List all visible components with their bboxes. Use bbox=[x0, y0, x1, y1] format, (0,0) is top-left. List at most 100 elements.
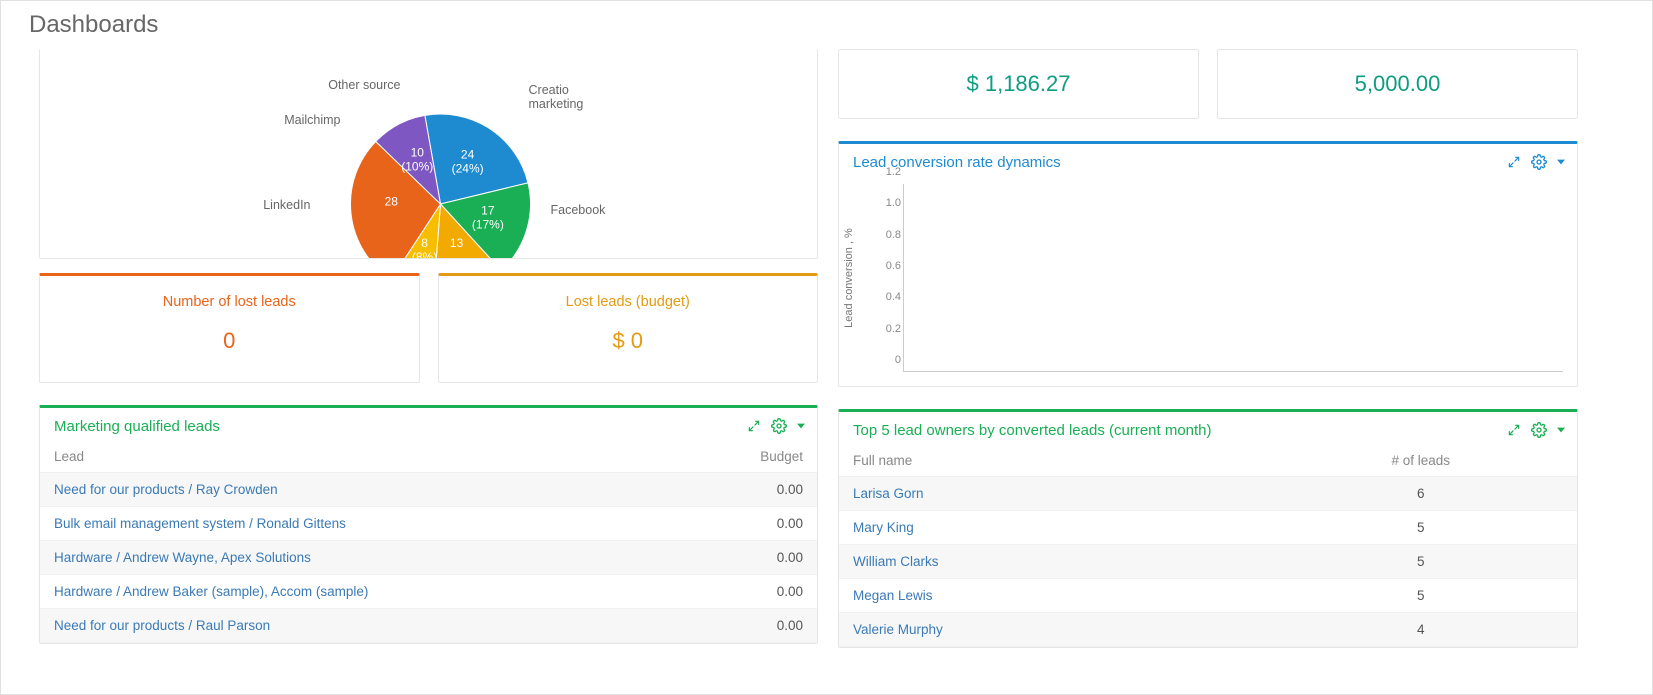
caret-down-icon[interactable] bbox=[797, 422, 805, 430]
dashboard-grid: 24(24%) Creatiomarketing 17(17%) Facebook 13… bbox=[1, 49, 1652, 648]
table-row: Need for our products / Ray Crowden0.00 bbox=[40, 473, 817, 507]
owner-link[interactable]: Valerie Murphy bbox=[839, 613, 1264, 647]
table-row: Bulk email management system / Ronald Gi… bbox=[40, 507, 817, 541]
budget-value: 0.00 bbox=[684, 473, 817, 507]
mql-table: Lead Budget Need for our products / Ray … bbox=[40, 441, 817, 643]
pie-slice-pct: (10%) bbox=[401, 159, 433, 173]
metric-left: $ 1,186.27 bbox=[838, 49, 1199, 119]
card-tools bbox=[1507, 154, 1565, 170]
table-row: Need for our products / Raul Parson0.00 bbox=[40, 609, 817, 643]
owner-link[interactable]: William Clarks bbox=[839, 545, 1264, 579]
budget-value: 0.00 bbox=[684, 575, 817, 609]
chart-area: Lead conversion , % 00.20.40.60.81.01.2 bbox=[853, 184, 1563, 372]
metric-value: $ 1,186.27 bbox=[967, 71, 1071, 97]
pie-label: LinkedIn bbox=[263, 198, 310, 212]
conversion-chart-card: Lead conversion rate dynamics Lead conve… bbox=[838, 141, 1578, 387]
y-tick: 0.6 bbox=[886, 260, 901, 272]
y-tick: 0.2 bbox=[886, 323, 901, 335]
y-tick: 1.2 bbox=[886, 166, 901, 178]
kpi-title: Lost leads (budget) bbox=[439, 294, 818, 310]
pie-slice-value: 8 bbox=[421, 236, 428, 250]
pie-label: Facebook bbox=[550, 203, 606, 217]
pie-label: Creatio bbox=[528, 83, 568, 97]
y-tick: 1.0 bbox=[886, 197, 901, 209]
budget-value: 0.00 bbox=[684, 541, 817, 575]
table-row: Larisa Gorn6 bbox=[839, 477, 1577, 511]
col-count[interactable]: # of leads bbox=[1264, 445, 1577, 477]
col-budget[interactable]: Budget bbox=[684, 441, 817, 473]
table-row: William Clarks5 bbox=[839, 545, 1577, 579]
kpi-lost-leads: Number of lost leads 0 bbox=[39, 273, 420, 383]
expand-icon[interactable] bbox=[747, 419, 761, 433]
card-tools bbox=[1507, 422, 1565, 438]
metric-value: 5,000.00 bbox=[1355, 71, 1441, 97]
lead-link[interactable]: Need for our products / Raul Parson bbox=[40, 609, 684, 643]
lead-source-pie-card: 24(24%) Creatiomarketing 17(17%) Facebook 13… bbox=[39, 49, 818, 259]
owner-link[interactable]: Megan Lewis bbox=[839, 579, 1264, 613]
lead-count: 5 bbox=[1264, 579, 1577, 613]
table-row: Mary King5 bbox=[839, 511, 1577, 545]
pie-slice-value: 10 bbox=[410, 145, 424, 159]
kpi-row: Number of lost leads 0 Lost leads (budge… bbox=[39, 273, 818, 383]
plot-border bbox=[903, 184, 904, 372]
expand-icon[interactable] bbox=[1507, 155, 1521, 169]
lead-count: 5 bbox=[1264, 545, 1577, 579]
kpi-value: 0 bbox=[40, 328, 419, 354]
plot-baseline bbox=[903, 371, 1563, 372]
card-title: Marketing qualified leads bbox=[40, 408, 817, 441]
metric-row: $ 1,186.27 5,000.00 bbox=[838, 49, 1578, 119]
pie-slice-value: 17 bbox=[481, 203, 495, 217]
pie-slice-pct: (24%) bbox=[451, 162, 483, 176]
y-ticks: 00.20.40.60.81.01.2 bbox=[871, 184, 901, 372]
lead-link[interactable]: Bulk email management system / Ronald Gi… bbox=[40, 507, 684, 541]
table-row: Megan Lewis5 bbox=[839, 579, 1577, 613]
card-title: Top 5 lead owners by converted leads (cu… bbox=[839, 412, 1577, 445]
caret-down-icon[interactable] bbox=[1557, 426, 1565, 434]
col-name[interactable]: Full name bbox=[839, 445, 1264, 477]
kpi-lost-budget: Lost leads (budget) $ 0 bbox=[438, 273, 819, 383]
gear-icon[interactable] bbox=[1531, 422, 1547, 438]
card-tools bbox=[747, 418, 805, 434]
y-tick: 0 bbox=[895, 354, 901, 366]
owners-table: Full name # of leads Larisa Gorn6Mary Ki… bbox=[839, 445, 1577, 647]
owners-card: Top 5 lead owners by converted leads (cu… bbox=[838, 409, 1578, 648]
owner-link[interactable]: Larisa Gorn bbox=[839, 477, 1264, 511]
pie-slice-pct: (8%) bbox=[411, 250, 436, 259]
pie-slice-pct: (17%) bbox=[471, 217, 503, 231]
kpi-value: $ 0 bbox=[439, 328, 818, 354]
pie-label: Other source bbox=[328, 78, 400, 92]
lead-count: 5 bbox=[1264, 511, 1577, 545]
expand-icon[interactable] bbox=[1507, 423, 1521, 437]
lead-count: 4 bbox=[1264, 613, 1577, 647]
table-row: Hardware / Andrew Wayne, Apex Solutions0… bbox=[40, 541, 817, 575]
budget-value: 0.00 bbox=[684, 507, 817, 541]
mql-card: Marketing qualified leads Lead Budget Ne… bbox=[39, 405, 818, 644]
budget-value: 0.00 bbox=[684, 609, 817, 643]
pie-slice-value: 24 bbox=[460, 148, 474, 162]
pie-label: marketing bbox=[528, 97, 583, 111]
gear-icon[interactable] bbox=[771, 418, 787, 434]
table-row: Valerie Murphy4 bbox=[839, 613, 1577, 647]
kpi-title: Number of lost leads bbox=[40, 294, 419, 310]
lead-link[interactable]: Hardware / Andrew Baker (sample), Accom … bbox=[40, 575, 684, 609]
gear-icon[interactable] bbox=[1531, 154, 1547, 170]
card-title: Lead conversion rate dynamics bbox=[839, 144, 1577, 177]
pie-slice-value: 13 bbox=[449, 236, 463, 250]
page-title: Dashboards bbox=[1, 1, 1652, 49]
y-tick: 0.4 bbox=[886, 291, 901, 303]
caret-down-icon[interactable] bbox=[1557, 158, 1565, 166]
pie-chart: 24(24%) Creatiomarketing 17(17%) Facebook 13… bbox=[40, 49, 817, 259]
lead-link[interactable]: Need for our products / Ray Crowden bbox=[40, 473, 684, 507]
lead-link[interactable]: Hardware / Andrew Wayne, Apex Solutions bbox=[40, 541, 684, 575]
lead-count: 6 bbox=[1264, 477, 1577, 511]
pie-slice-value: 28 bbox=[384, 195, 398, 209]
y-tick: 0.8 bbox=[886, 229, 901, 241]
metric-right: 5,000.00 bbox=[1217, 49, 1578, 119]
y-axis-label: Lead conversion , % bbox=[843, 228, 855, 328]
col-lead[interactable]: Lead bbox=[40, 441, 684, 473]
owner-link[interactable]: Mary King bbox=[839, 511, 1264, 545]
pie-svg: 24(24%) Creatiomarketing 17(17%) Facebook 13… bbox=[40, 49, 818, 259]
pie-label: Mailchimp bbox=[284, 113, 340, 127]
right-column: $ 1,186.27 5,000.00 Lead conversion rate… bbox=[838, 49, 1578, 648]
left-column: 24(24%) Creatiomarketing 17(17%) Facebook 13… bbox=[39, 49, 818, 648]
